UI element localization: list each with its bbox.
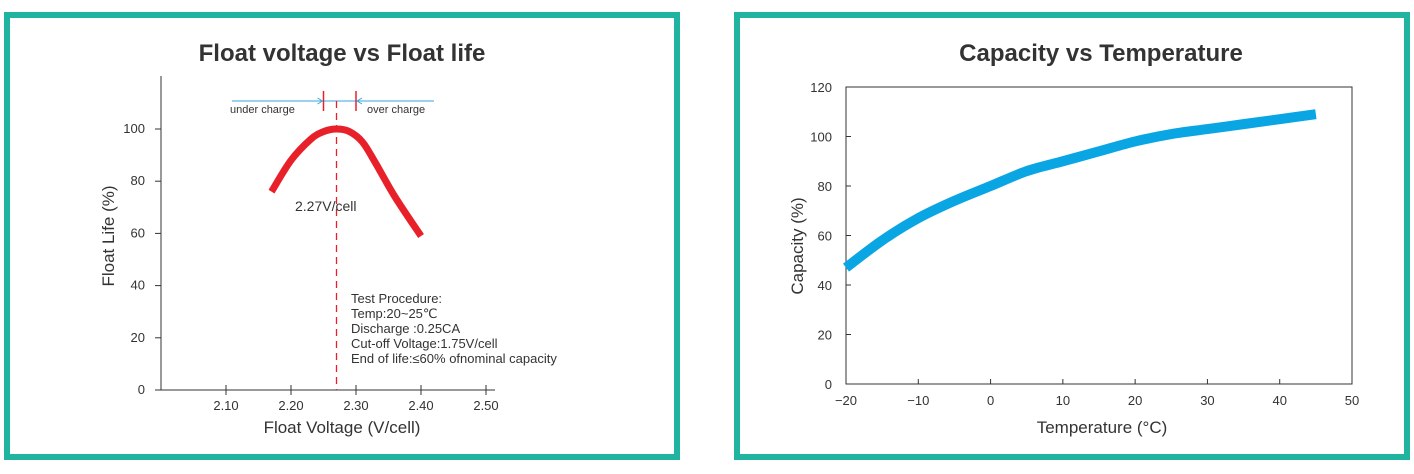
- x-tick-label: 2.40: [408, 398, 433, 413]
- chart-title: Capacity vs Temperature: [959, 40, 1243, 67]
- x-tick-label: 2.20: [278, 398, 303, 413]
- test-procedure-line: Temp:20~25℃: [351, 306, 438, 321]
- chart-title: Float voltage vs Float life: [199, 40, 486, 67]
- x-tick-label: −10: [907, 393, 929, 408]
- test-procedure-line: Cut-off Voltage:1.75V/cell: [351, 336, 498, 351]
- capacity-curve: [842, 109, 1317, 272]
- arrow-icon: [356, 97, 363, 105]
- capacity-chart: Capacity vs Temperature 020406080100120−…: [788, 40, 1359, 437]
- float-life-curve: [268, 125, 424, 238]
- plot-area-frame: [845, 86, 1353, 385]
- y-tick-label: 100: [123, 121, 145, 136]
- y-axis-label: Float Life (%): [99, 185, 118, 286]
- y-tick-label: 40: [131, 278, 145, 293]
- test-procedure-line: End of life:≤60% ofnominal capacity: [351, 351, 557, 366]
- x-axis-label: Temperature (°C): [1037, 418, 1168, 437]
- test-procedure-line: Discharge :0.25CA: [351, 321, 460, 336]
- y-tick-label: 80: [818, 179, 832, 194]
- x-axis-label: Float Voltage (V/cell): [264, 418, 421, 437]
- x-tick-label: −20: [835, 393, 857, 408]
- capacity-chart-panel: Capacity vs Temperature 0 20 40 60 80 100 120−…: [734, 12, 1410, 460]
- x-tick-label: 2.30: [343, 398, 368, 413]
- float-life-chart-panel: Float voltage vs Float life 0 20 40 60 80 100…: [4, 12, 680, 460]
- optimum-voltage-label: 2.27V/cell: [295, 198, 356, 214]
- x-tick-label: 10: [1056, 393, 1070, 408]
- under-charge-label: under charge: [230, 104, 295, 116]
- y-tick-label: 0: [138, 382, 145, 397]
- x-tick-label: 20: [1128, 393, 1142, 408]
- x-tick-label: 30: [1200, 393, 1214, 408]
- x-tick-label: 2.10: [213, 398, 238, 413]
- y-tick-label: 40: [818, 278, 832, 293]
- test-procedure-line: Test Procedure:: [351, 291, 442, 306]
- y-tick-label: 20: [131, 330, 145, 345]
- float-life-chart: Float voltage vs Float life 0 20 40 60 80 100…: [99, 40, 557, 437]
- arrow-icon: [317, 97, 324, 105]
- x-tick-label: 2.50: [473, 398, 498, 413]
- y-tick-label: 120: [810, 80, 832, 95]
- y-tick-label: 60: [131, 225, 145, 240]
- over-charge-label: over charge: [367, 104, 425, 116]
- y-tick-label: 0: [825, 377, 832, 392]
- y-tick-label: 20: [818, 328, 832, 343]
- x-tick-label: 0: [987, 393, 994, 408]
- x-tick-label: 40: [1272, 393, 1286, 408]
- y-tick-label: 100: [810, 130, 832, 145]
- x-tick-label: 50: [1345, 393, 1359, 408]
- y-tick-label: 60: [818, 229, 832, 244]
- y-tick-label: 80: [131, 173, 145, 188]
- y-axis-label: Capacity (%): [788, 197, 807, 294]
